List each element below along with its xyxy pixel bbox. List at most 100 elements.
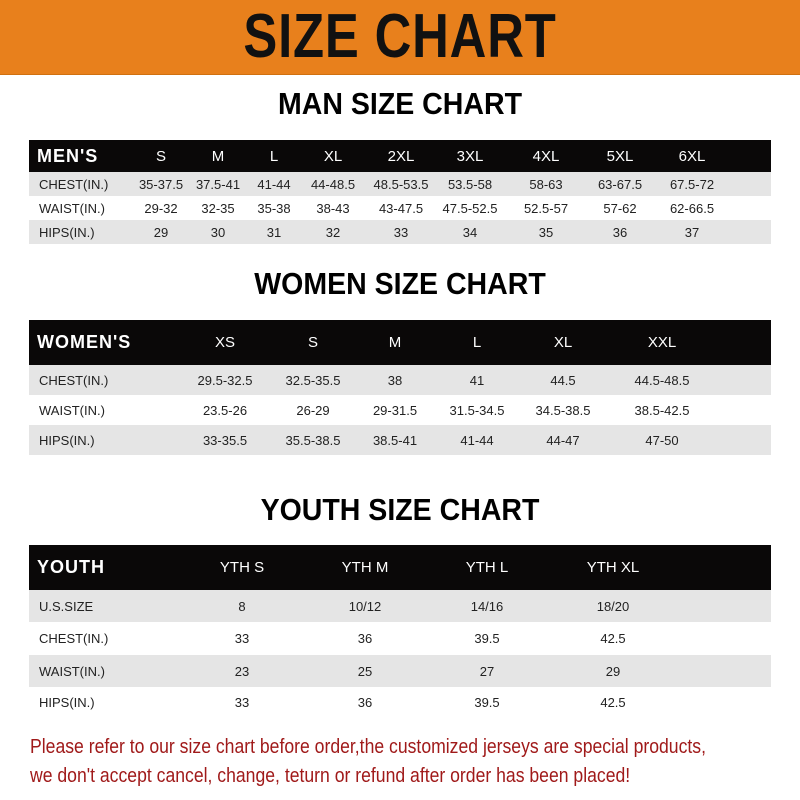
table-cell: 57-62 — [603, 200, 637, 216]
table-cell: 33 — [393, 224, 409, 240]
table-row: HIPS(IN.) 33-35.5 35.5-38.5 38.5-41 41-44 44-… — [29, 425, 771, 455]
table-cell: 52.5-57 — [523, 200, 569, 216]
size-header: YTH S — [219, 559, 265, 576]
table-cell: 30 — [210, 224, 226, 240]
size-header: XL — [553, 334, 573, 351]
table-header-row: YOUTH YTH S YTH M YTH L YTH XL — [29, 545, 771, 590]
size-header: 6XL — [678, 147, 706, 165]
size-header: XS — [214, 334, 236, 351]
banner-title: SIZE CHART — [243, 2, 557, 71]
row-label: WAIST(IN.) — [39, 663, 105, 679]
table-cell: 10/12 — [348, 598, 382, 614]
table-cell: 41-44 — [257, 176, 291, 192]
size-header: 2XL — [387, 147, 415, 165]
size-header: M — [388, 334, 402, 351]
row-label: HIPS(IN.) — [39, 695, 95, 710]
table-cell: 47.5-52.5 — [442, 200, 498, 216]
table-cell: 8 — [238, 598, 246, 614]
table-row: CHEST(IN.) 29.5-32.5 32.5-35.5 38 41 44.5 44.5… — [29, 365, 771, 395]
table-header-row: MEN'S S M L XL 2XL 3XL 4XL 5XL 6XL — [29, 140, 771, 172]
size-header: XL — [323, 147, 343, 165]
size-header: S — [307, 334, 319, 351]
row-label: WAIST(IN.) — [39, 402, 105, 418]
men-section-title: MAN SIZE CHART — [277, 86, 523, 121]
table-header-row: WOMEN'S XS S M L XL XXL — [29, 320, 771, 365]
size-header: 3XL — [456, 147, 484, 165]
table-cell: 33 — [234, 631, 250, 646]
table-cell: 37.5-41 — [195, 176, 241, 192]
table-cell: 34.5-38.5 — [535, 402, 591, 418]
table-row: WAIST(IN.) 23.5-26 26-29 29-31.5 31.5-34.5 34… — [29, 395, 771, 425]
table-cell: 47-50 — [645, 432, 679, 448]
table-cell: 33-35.5 — [202, 432, 248, 448]
size-header: L — [269, 147, 279, 165]
table-cell: 38-43 — [316, 200, 350, 216]
youth-size-table: YOUTH YTH S YTH M YTH L YTH XL U.S.SIZE 8 10/12… — [29, 545, 771, 718]
table-cell: 38.5-42.5 — [634, 402, 690, 418]
table-cell: 35.5-38.5 — [285, 432, 341, 448]
row-label: CHEST(IN.) — [39, 372, 109, 388]
table-cell: 39.5 — [474, 631, 500, 646]
table-cell: 43-47.5 — [378, 200, 424, 216]
size-header: YTH M — [341, 559, 389, 576]
size-header: YTH L — [465, 559, 509, 576]
table-cell: 27 — [479, 663, 495, 679]
table-cell: 23.5-26 — [202, 402, 248, 418]
table-cell: 36 — [357, 695, 373, 710]
size-header: 4XL — [532, 147, 560, 165]
size-header: M — [211, 147, 225, 165]
table-cell: 53.5-58 — [447, 176, 493, 192]
table-cell: 23 — [234, 663, 250, 679]
size-header: YTH XL — [586, 559, 640, 576]
row-label: CHEST(IN.) — [39, 176, 109, 192]
table-cell: 41 — [469, 372, 485, 388]
table-cell: 38 — [387, 372, 403, 388]
table-row: WAIST(IN.) 29-32 32-35 35-38 38-43 43-47.5 47.… — [29, 196, 771, 220]
table-cell: 29 — [605, 663, 621, 679]
table-cell: 44-48.5 — [310, 176, 356, 192]
youth-section-title: YOUTH SIZE CHART — [260, 492, 540, 527]
row-label: CHEST(IN.) — [39, 631, 109, 646]
table-title: WOMEN'S — [37, 332, 132, 352]
table-cell: 42.5 — [600, 631, 626, 646]
size-header: S — [155, 147, 167, 165]
table-cell: 62-66.5 — [669, 200, 715, 216]
table-row: HIPS(IN.) 29 30 31 32 33 34 35 36 37 — [29, 220, 771, 244]
table-cell: 58-63 — [529, 176, 563, 192]
table-cell: 39.5 — [474, 695, 500, 710]
table-cell: 35 — [538, 224, 554, 240]
table-cell: 34 — [462, 224, 478, 240]
table-cell: 32-35 — [201, 200, 235, 216]
notice-line-2: we don't accept cancel, change, teturn o… — [30, 765, 631, 787]
table-cell: 33 — [234, 695, 250, 710]
row-label: HIPS(IN.) — [39, 432, 95, 448]
table-row: HIPS(IN.) 33 36 39.5 42.5 — [29, 687, 771, 718]
table-cell: 35-38 — [257, 200, 291, 216]
table-cell: 29-31.5 — [372, 402, 418, 418]
table-cell: 31.5-34.5 — [449, 402, 505, 418]
table-cell: 32 — [325, 224, 341, 240]
size-header: L — [472, 334, 482, 351]
table-cell: 31 — [266, 224, 282, 240]
table-cell: 35-37.5 — [138, 176, 184, 192]
notice-line-1: Please refer to our size chart before or… — [30, 736, 706, 758]
table-row: CHEST(IN.) 33 36 39.5 42.5 — [29, 622, 771, 655]
table-cell: 44.5-48.5 — [634, 372, 690, 388]
table-title: MEN'S — [37, 145, 99, 166]
table-cell: 29 — [153, 224, 169, 240]
row-label: WAIST(IN.) — [39, 200, 105, 216]
table-cell: 29.5-32.5 — [197, 372, 253, 388]
table-cell: 18/20 — [596, 598, 630, 614]
row-label: U.S.SIZE — [39, 598, 94, 614]
size-header: XXL — [647, 334, 677, 351]
table-cell: 26-29 — [296, 402, 330, 418]
men-size-table: MEN'S S M L XL 2XL 3XL 4XL 5XL 6XL CHEST(IN.) 35-37… — [29, 140, 771, 244]
table-cell: 44-47 — [546, 432, 580, 448]
table-row: CHEST(IN.) 35-37.5 37.5-41 41-44 44-48.5 48.5… — [29, 172, 771, 196]
table-row: U.S.SIZE 8 10/12 14/16 18/20 — [29, 590, 771, 622]
table-cell: 29-32 — [144, 200, 178, 216]
table-cell: 38.5-41 — [372, 432, 418, 448]
row-label: HIPS(IN.) — [39, 224, 95, 240]
table-cell: 63-67.5 — [597, 176, 643, 192]
table-title: YOUTH — [37, 557, 105, 577]
